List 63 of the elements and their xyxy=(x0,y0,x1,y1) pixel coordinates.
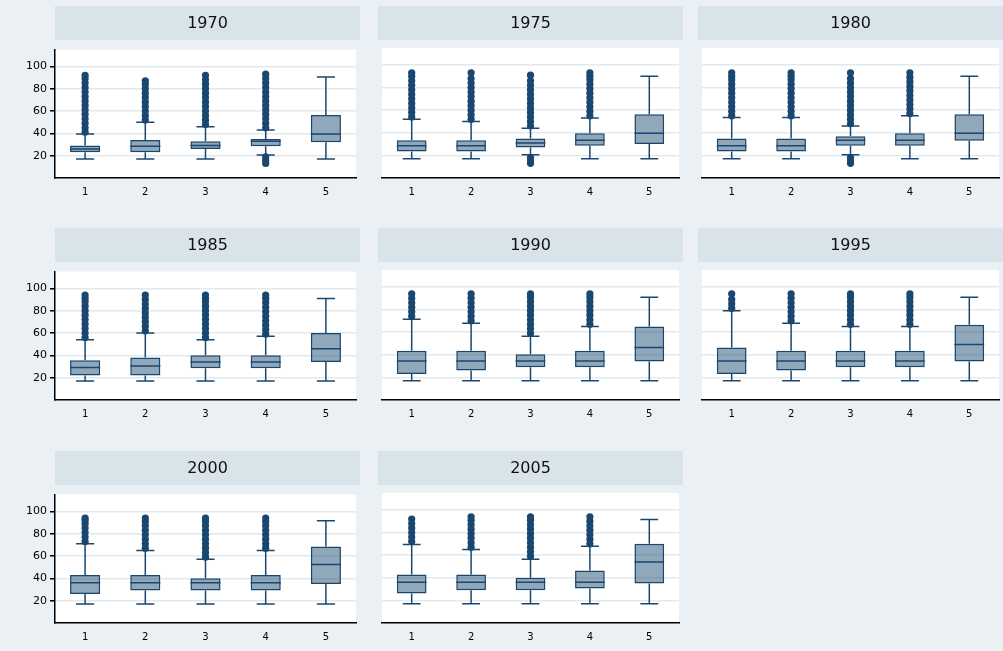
x-tick-label: 2 xyxy=(787,407,795,419)
y-tick-label: 40 xyxy=(33,348,47,362)
x-tick-label: 3 xyxy=(527,407,534,419)
chart-title: 1995 xyxy=(698,228,1003,262)
x-tick-label: 1 xyxy=(408,630,415,642)
y-tick-label: 40 xyxy=(33,571,47,585)
x-tick-label: 4 xyxy=(262,185,269,197)
y-tick-label: 100 xyxy=(26,504,47,518)
x-tick-label: 3 xyxy=(527,630,534,642)
chart-title: 1975 xyxy=(378,6,683,40)
x-tick-label: 4 xyxy=(586,407,594,419)
chart-title: 2005 xyxy=(378,451,683,485)
x-tick-label: 2 xyxy=(142,185,149,197)
x-tick-label: 3 xyxy=(202,407,209,419)
x-tick-label: 4 xyxy=(586,630,594,642)
x-tick-label: 3 xyxy=(202,630,209,642)
x-tick-label: 1 xyxy=(81,185,89,197)
chart-title: 2000 xyxy=(55,451,360,485)
x-tick-label: 4 xyxy=(906,407,914,419)
x-tick-label: 2 xyxy=(467,630,475,642)
x-tick-label: 3 xyxy=(527,185,534,197)
y-tick-label: 40 xyxy=(33,126,47,140)
x-tick-label: 4 xyxy=(262,407,269,419)
x-tick-label: 5 xyxy=(322,407,330,419)
y-tick-label: 60 xyxy=(33,548,47,562)
chart-title: 1980 xyxy=(698,6,1003,40)
y-tick-label: 20 xyxy=(33,370,47,384)
x-tick-label: 1 xyxy=(81,630,89,642)
x-tick-label: 1 xyxy=(408,407,415,419)
x-tick-label: 1 xyxy=(728,185,735,197)
chart-title: 1970 xyxy=(55,6,360,40)
x-tick-label: 5 xyxy=(646,630,653,642)
x-tick-label: 5 xyxy=(646,185,653,197)
y-tick-label: 80 xyxy=(33,81,47,95)
x-tick-label: 1 xyxy=(728,407,735,419)
x-tick-label: 3 xyxy=(847,407,854,419)
x-tick-label: 4 xyxy=(262,630,269,642)
x-tick-label: 2 xyxy=(787,185,795,197)
x-tick-label: 5 xyxy=(322,185,330,197)
x-tick-label: 1 xyxy=(408,185,415,197)
y-tick-label: 20 xyxy=(33,593,47,607)
y-tick-label: 60 xyxy=(33,325,47,339)
x-tick-label: 5 xyxy=(322,630,330,642)
x-tick-label: 2 xyxy=(142,407,149,419)
x-tick-label: 1 xyxy=(81,407,89,419)
x-tick-label: 4 xyxy=(586,185,594,197)
y-tick-label: 20 xyxy=(33,148,47,162)
x-tick-label: 2 xyxy=(467,407,475,419)
y-tick-label: 100 xyxy=(26,281,47,295)
x-tick-label: 2 xyxy=(467,185,475,197)
chart-title: 1990 xyxy=(378,228,683,262)
x-tick-label: 5 xyxy=(646,407,653,419)
y-tick-label: 100 xyxy=(26,59,47,73)
x-tick-label: 3 xyxy=(202,185,209,197)
x-tick-label: 3 xyxy=(847,185,854,197)
x-tick-label: 2 xyxy=(142,630,149,642)
x-tick-label: 5 xyxy=(966,407,973,419)
x-tick-label: 4 xyxy=(906,185,914,197)
y-tick-label: 60 xyxy=(33,103,47,117)
chart-title: 1985 xyxy=(55,228,360,262)
y-tick-label: 80 xyxy=(33,526,47,540)
x-tick-label: 5 xyxy=(966,185,973,197)
y-tick-label: 80 xyxy=(33,303,47,317)
